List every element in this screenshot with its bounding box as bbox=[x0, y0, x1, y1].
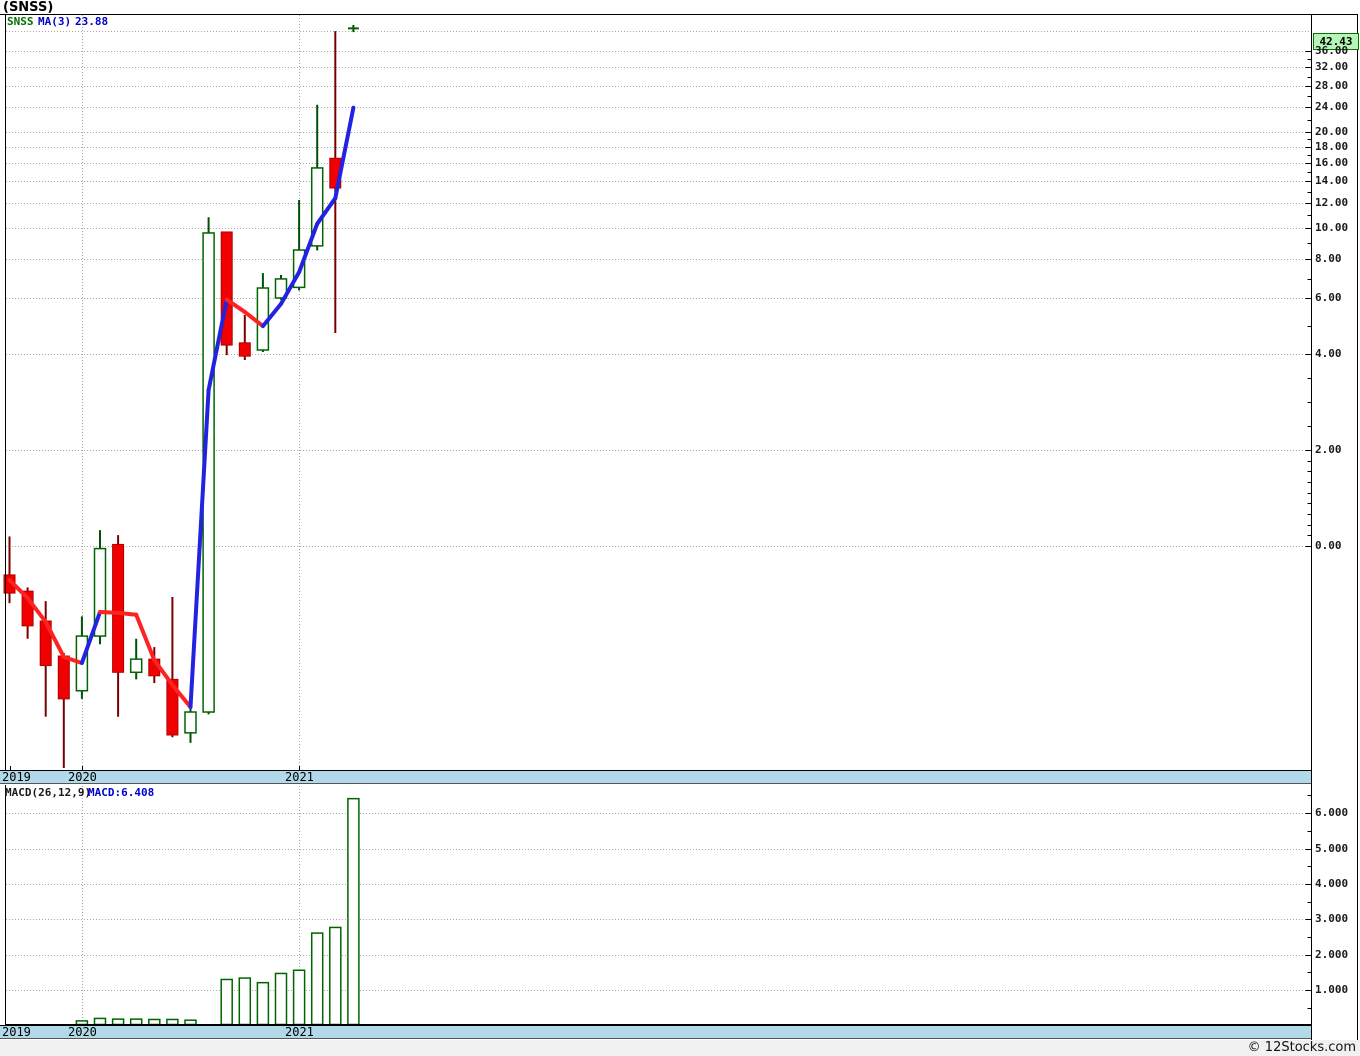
ma3-segment bbox=[43, 619, 66, 659]
macd-bar bbox=[329, 926, 342, 1026]
macd-value-label: MACD:6.408 bbox=[88, 786, 155, 799]
price-axis-label: 0.00 bbox=[1315, 539, 1342, 552]
ma3-segment bbox=[279, 270, 302, 306]
legend-ma-value: 23.88 bbox=[75, 15, 109, 28]
price-axis-label: 32.00 bbox=[1315, 60, 1349, 73]
macd-bar bbox=[238, 977, 252, 1026]
price-axis-label: 12.00 bbox=[1315, 196, 1349, 209]
candle-body-bear bbox=[166, 678, 179, 736]
price-axis-label: 20.00 bbox=[1315, 125, 1349, 138]
x-axis-band-macd: 2019 2020 2021 bbox=[0, 1025, 1311, 1039]
candle-body-bear bbox=[112, 543, 125, 673]
price-axis-label: 24.00 bbox=[1315, 100, 1349, 113]
ma3-segment bbox=[7, 578, 30, 601]
year-label-2021: 2021 bbox=[285, 1025, 314, 1039]
candle-body-bull bbox=[310, 167, 324, 247]
ma3-segment bbox=[297, 221, 320, 275]
year-label-2019: 2019 bbox=[2, 1025, 31, 1039]
price-axis-label: 6.00 bbox=[1315, 291, 1342, 304]
macd-axis-label: 4.000 bbox=[1315, 877, 1349, 890]
macd-param-label: MACD(26,12,9) bbox=[5, 786, 92, 799]
ma3-segment bbox=[224, 297, 247, 314]
macd-axis-label: 3.000 bbox=[1315, 912, 1349, 925]
candle-body-bull bbox=[184, 711, 197, 734]
ma3-segment bbox=[188, 388, 211, 710]
ma3-segment bbox=[98, 610, 121, 615]
x-axis-band-main: 2019 2020 2021 bbox=[0, 770, 1311, 784]
price-axis-label: 14.00 bbox=[1315, 174, 1349, 187]
macd-axis-label: 1.000 bbox=[1315, 983, 1349, 996]
ma3-segment bbox=[61, 654, 84, 665]
macd-bar bbox=[347, 797, 360, 1026]
macd-bar bbox=[75, 1020, 89, 1026]
ma3-segment bbox=[25, 596, 48, 624]
candle-body-bull bbox=[274, 278, 288, 299]
macd-axis-label: 2.000 bbox=[1315, 948, 1349, 961]
ma3-segment bbox=[333, 105, 356, 201]
macd-bar bbox=[93, 1017, 107, 1026]
candle-body-bear bbox=[238, 342, 251, 357]
price-axis-label: 4.00 bbox=[1315, 347, 1342, 360]
legend-ma-label: MA(3) bbox=[38, 15, 72, 28]
macd-bar bbox=[310, 932, 324, 1026]
year-label-2020: 2020 bbox=[68, 770, 97, 784]
price-axis-label: 28.00 bbox=[1315, 79, 1349, 92]
ma3-segment bbox=[260, 301, 283, 329]
macd-bar bbox=[111, 1018, 125, 1026]
ma3-segment bbox=[152, 658, 175, 687]
ma3-segment bbox=[116, 610, 139, 617]
candle-body-bear bbox=[220, 231, 233, 346]
macd-bar bbox=[292, 969, 306, 1026]
candle-body-bear bbox=[57, 655, 70, 700]
macd-axis-label: 6.000 bbox=[1315, 806, 1349, 819]
ma3-segment bbox=[170, 682, 193, 710]
ma3-segment bbox=[134, 612, 157, 663]
price-axis-label: 16.00 bbox=[1315, 156, 1349, 169]
year-label-2021: 2021 bbox=[285, 770, 314, 784]
price-axis-label: 36.00 bbox=[1315, 44, 1349, 57]
page-title: (SNSS) bbox=[3, 0, 54, 15]
year-label-2019: 2019 bbox=[2, 770, 31, 784]
watermark-link[interactable]: © 12Stocks.com bbox=[0, 1040, 1360, 1056]
ma3-segment bbox=[242, 309, 265, 329]
price-axis-label: 10.00 bbox=[1315, 221, 1349, 234]
candle-body-bull bbox=[93, 547, 107, 637]
ma3-segment bbox=[206, 297, 229, 393]
legend-symbol: SNSS bbox=[7, 15, 34, 28]
macd-bar bbox=[129, 1018, 143, 1026]
ma3-segment bbox=[315, 196, 338, 226]
macd-axis-label: 5.000 bbox=[1315, 842, 1349, 855]
price-axis-label: 8.00 bbox=[1315, 252, 1342, 265]
macd-bar bbox=[256, 981, 270, 1026]
price-axis-label: 2.00 bbox=[1315, 443, 1342, 456]
macd-bar bbox=[184, 1019, 197, 1026]
price-axis-label: 18.00 bbox=[1315, 140, 1349, 153]
macd-bar bbox=[274, 972, 288, 1026]
last-price-badge: 42.43 bbox=[1313, 33, 1359, 50]
macd-bar bbox=[148, 1018, 161, 1026]
macd-bar bbox=[220, 978, 233, 1026]
candle-body-bull bbox=[129, 658, 143, 674]
year-label-2020: 2020 bbox=[68, 1025, 97, 1039]
macd-bar bbox=[166, 1018, 179, 1026]
ma3-segment bbox=[79, 610, 102, 665]
